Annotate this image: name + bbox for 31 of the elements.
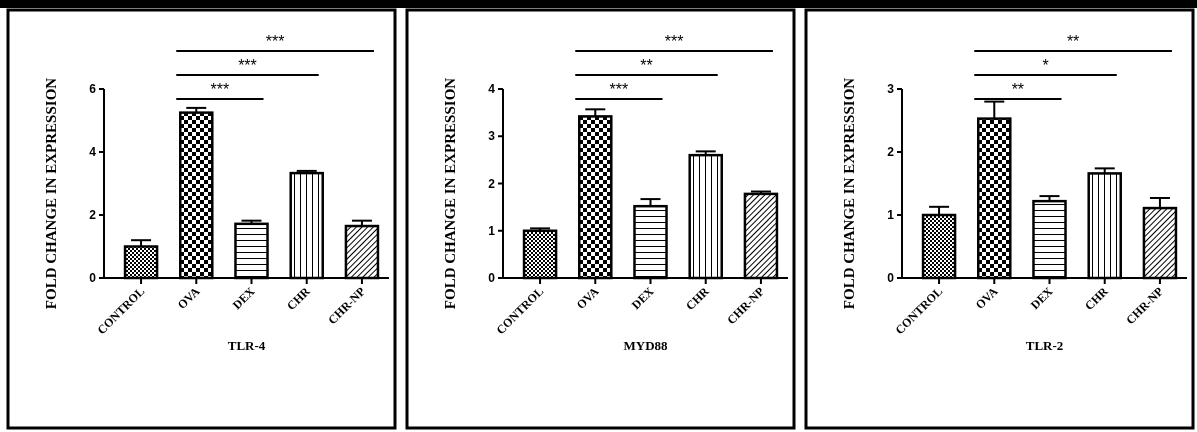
- y-tick-label: 0: [887, 271, 895, 286]
- text: *: [1042, 57, 1049, 74]
- y-axis-title: FOLD CHANGE IN EXPRESSION: [43, 77, 59, 310]
- text: **: [640, 57, 653, 74]
- y-tick-label: 6: [89, 82, 97, 97]
- x-axis-title: MYD88: [623, 338, 669, 353]
- y-tick-label: 0: [89, 271, 97, 286]
- annotation: ***: [609, 81, 629, 98]
- text: **: [1066, 33, 1080, 50]
- x-tick-label: OVA: [174, 283, 203, 312]
- y-tick-label: 3: [488, 129, 496, 144]
- y-axis-title: FOLD CHANGE IN EXPRESSION: [841, 77, 857, 310]
- y-tick-label: 2: [89, 208, 97, 223]
- y-tick-label: 2: [488, 176, 496, 191]
- y-tick-label: 1: [887, 208, 895, 223]
- x-tick-label: OVA: [972, 283, 1001, 312]
- annotation: **: [1011, 81, 1025, 98]
- y-tick-label: 0: [488, 271, 496, 286]
- y-tick-label: 3: [887, 82, 895, 97]
- annotation: ***: [210, 81, 230, 98]
- text: ***: [238, 57, 257, 74]
- y-axis-title: FOLD CHANGE IN EXPRESSION: [442, 77, 458, 310]
- x-axis-title: TLR-2: [1025, 338, 1064, 353]
- text: ***: [664, 33, 684, 50]
- y-tick-label: 1: [488, 223, 496, 238]
- text: ***: [265, 33, 285, 50]
- y-tick-label: 4: [89, 145, 97, 160]
- x-tick-label: OVA: [573, 283, 602, 312]
- y-tick-label: 4: [488, 82, 496, 97]
- x-axis-title: TLR-4: [227, 338, 266, 353]
- y-tick-label: 2: [887, 145, 895, 160]
